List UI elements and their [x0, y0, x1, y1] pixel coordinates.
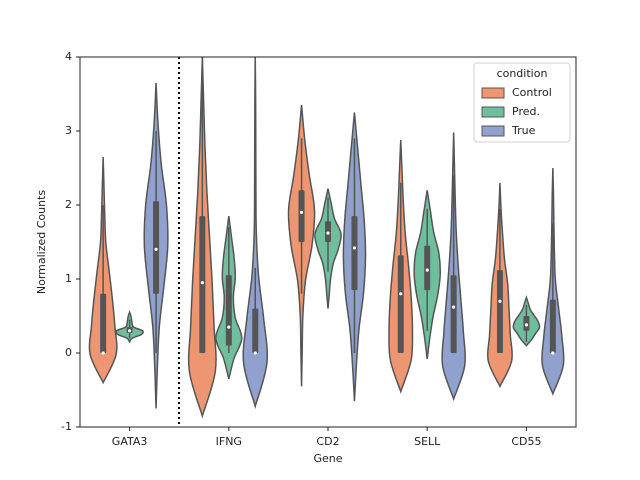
median: [399, 292, 403, 296]
y-tick-label: -1: [61, 420, 72, 433]
legend-swatch: [481, 106, 505, 118]
legend-label: Control: [512, 86, 552, 99]
legend-swatch: [481, 125, 505, 137]
median: [154, 247, 158, 251]
box: [397, 255, 404, 353]
box: [351, 216, 358, 291]
box: [100, 293, 107, 353]
median: [101, 351, 105, 355]
box: [298, 190, 305, 242]
box: [450, 275, 457, 353]
box: [199, 216, 206, 353]
median: [253, 351, 257, 355]
y-axis-label: Normalized Counts: [35, 190, 48, 295]
y-tick-label: 1: [65, 272, 72, 285]
box: [225, 275, 232, 346]
median: [524, 323, 529, 327]
median: [299, 210, 304, 214]
box: [153, 201, 160, 294]
box: [424, 245, 431, 291]
legend-label: True: [511, 124, 536, 137]
y-tick-label: 3: [65, 124, 72, 137]
median: [425, 268, 429, 272]
x-tick-label: SELL: [414, 435, 441, 448]
x-tick-label: IFNG: [216, 435, 242, 448]
median: [498, 299, 502, 303]
x-tick-label: GATA3: [112, 435, 148, 448]
box: [496, 270, 503, 353]
median: [326, 231, 330, 235]
y-tick-label: 0: [65, 346, 72, 359]
median: [227, 325, 231, 329]
median: [551, 351, 555, 355]
box: [252, 308, 259, 353]
median: [352, 246, 357, 250]
legend-title: condition: [497, 67, 548, 80]
legend-swatch: [481, 87, 505, 99]
x-tick-label: CD55: [511, 435, 541, 448]
legend-label: Pred.: [512, 105, 540, 118]
plot-area: [88, 57, 565, 419]
y-tick-label: 2: [65, 198, 72, 211]
median: [200, 281, 204, 285]
box: [549, 299, 556, 353]
x-axis-label: Gene: [313, 452, 342, 465]
median: [452, 305, 456, 309]
legend-box: [473, 62, 571, 143]
y-tick-label: 4: [65, 50, 72, 63]
violin: [242, 57, 269, 410]
median: [128, 329, 132, 333]
x-tick-label: CD2: [316, 435, 339, 448]
